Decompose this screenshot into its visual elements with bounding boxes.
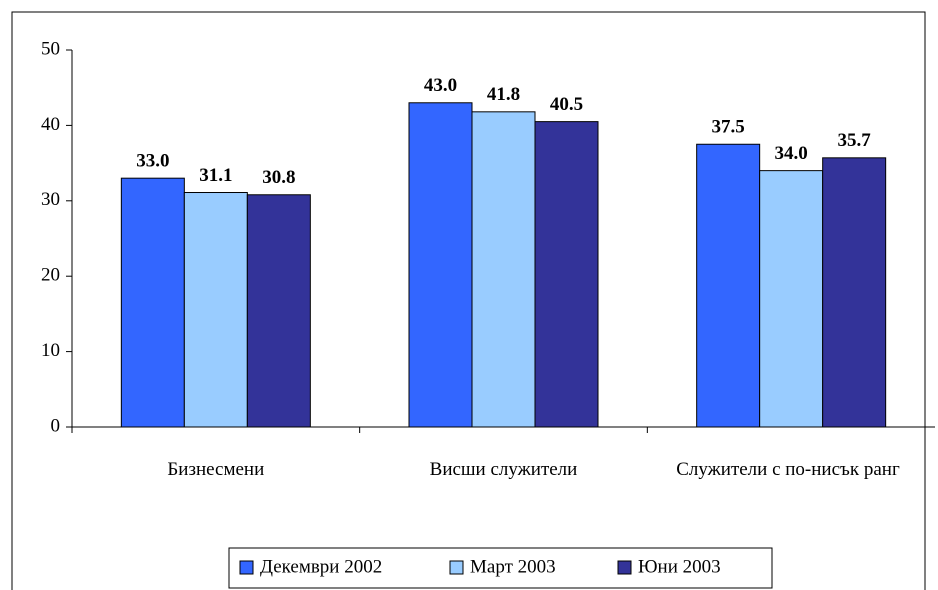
- bar: [822, 157, 887, 428]
- y-tick-label: 40: [41, 114, 60, 135]
- y-tick-label: 30: [41, 189, 60, 210]
- legend-marker: [449, 560, 464, 575]
- legend-marker: [239, 560, 254, 575]
- bar: [696, 143, 761, 428]
- bar: [534, 121, 599, 428]
- legend-label: Юни 2003: [638, 556, 721, 577]
- y-tick-label: 10: [41, 340, 60, 361]
- x-tick-label: Служители с по-нисък ранг: [676, 459, 900, 480]
- y-tick-label: 20: [41, 265, 60, 286]
- y-tick-label: 0: [51, 415, 61, 436]
- y-tick-label: 50: [41, 38, 60, 59]
- value-label: 35.7: [838, 130, 872, 151]
- bar: [246, 194, 311, 428]
- chart-border: [11, 11, 926, 590]
- value-label: 31.1: [199, 165, 232, 186]
- legend-box: [228, 547, 773, 589]
- bar: [120, 177, 185, 428]
- value-label: 34.0: [775, 143, 808, 164]
- value-label: 41.8: [487, 84, 520, 105]
- bar: [408, 102, 473, 428]
- bar: [183, 192, 248, 428]
- value-label: 33.0: [136, 151, 169, 172]
- value-label: 30.8: [262, 167, 295, 188]
- bar: [759, 170, 824, 428]
- value-label: 37.5: [712, 117, 745, 138]
- x-tick-label: Висши служители: [429, 459, 578, 480]
- value-label: 40.5: [550, 94, 583, 115]
- x-tick-label: Бизнесмени: [167, 459, 265, 480]
- legend-marker: [617, 560, 632, 575]
- legend-label: Март 2003: [470, 556, 556, 577]
- value-label: 43.0: [424, 75, 457, 96]
- legend-label: Декември 2002: [260, 556, 382, 577]
- bar: [471, 111, 536, 428]
